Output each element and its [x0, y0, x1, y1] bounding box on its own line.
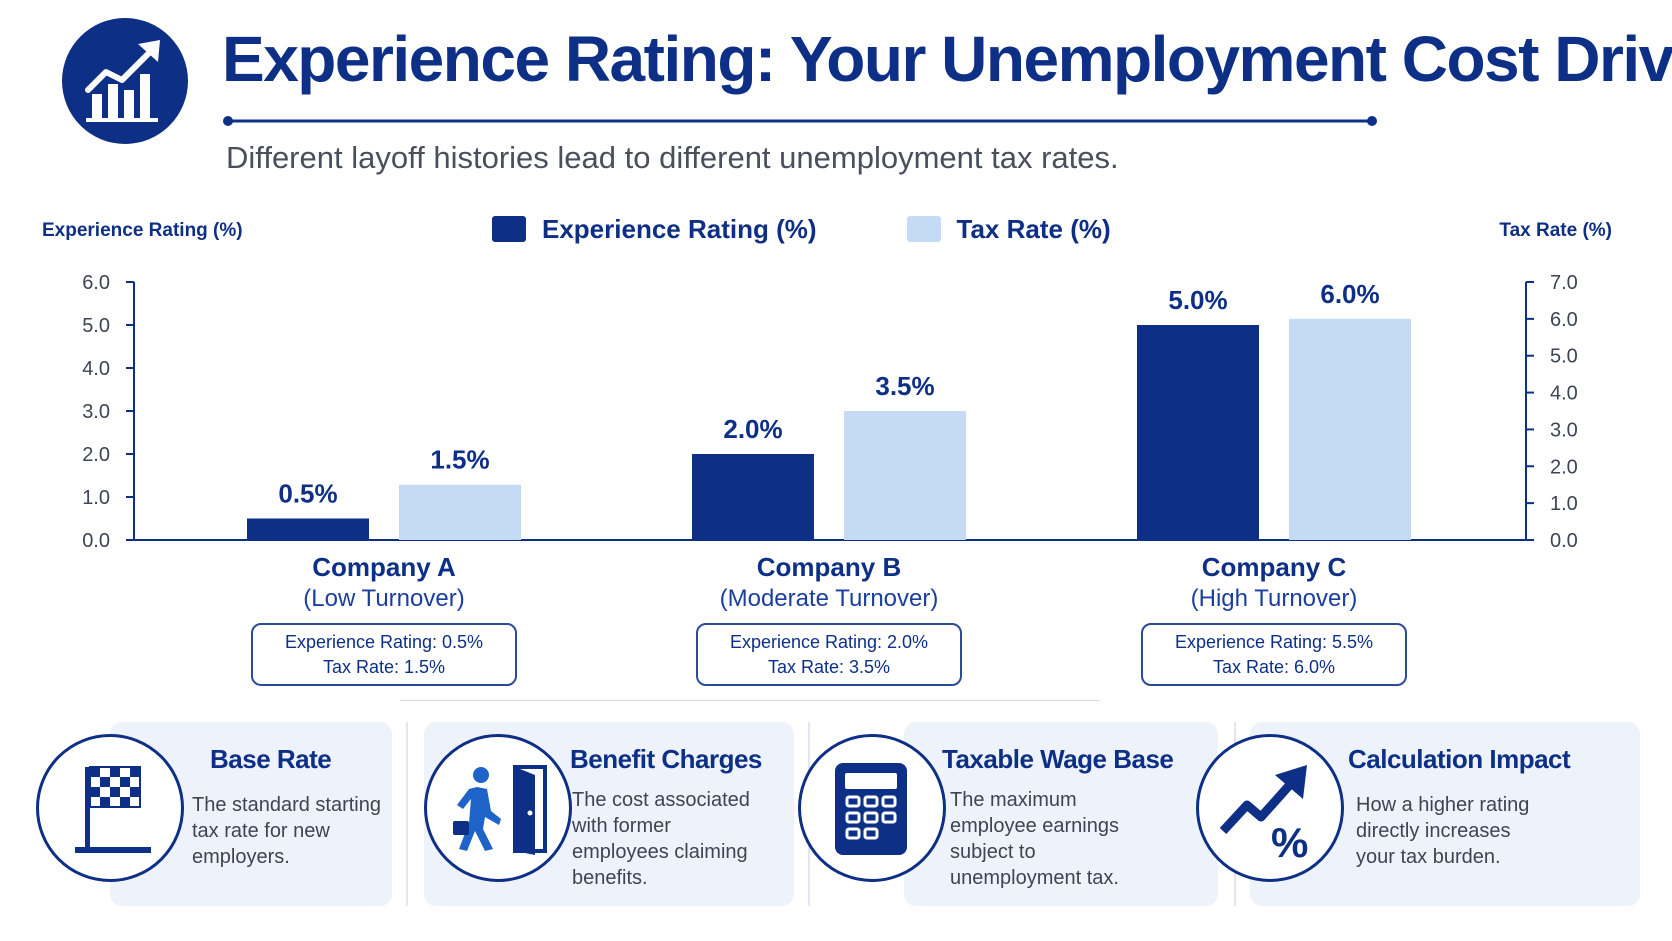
- legend-swatch-tax-rate: [906, 216, 941, 242]
- card-desc-calculation-impact: How a higher rating directly increases y…: [1356, 794, 1530, 868]
- legend-item-tax-rate: Tax Rate (%): [906, 213, 1111, 245]
- card-title-calculation-impact: Calculation Impact: [1348, 744, 1571, 774]
- company-block-a: Company A (Low Turnover) Experience Rati…: [234, 552, 534, 686]
- data-label-experience-rating: 2.0%: [723, 414, 782, 444]
- page-title: Experience Rating: Your Unemployment Cos…: [222, 23, 1672, 95]
- bar-tax-rate: [844, 411, 966, 540]
- y-right-tick-label: 0.0: [1550, 530, 1578, 552]
- data-label-experience-rating: 5.0%: [1168, 285, 1227, 315]
- card-desc-benefit-charges: The cost associated with former employee…: [572, 789, 750, 889]
- company-block-c: Company C (High Turnover) Experience Rat…: [1124, 552, 1424, 686]
- trend-up-percent-icon: %: [1196, 734, 1344, 882]
- y-left-tick-label: 4.0: [82, 358, 110, 380]
- company-turnover: (High Turnover): [1190, 585, 1358, 612]
- company-summary-box: Experience Rating: 5.5% Tax Rate: 6.0%: [1141, 623, 1407, 686]
- legend-label-tax-rate: Tax Rate (%): [956, 213, 1111, 244]
- y-left-tick-label: 5.0: [82, 315, 110, 337]
- company-block-b: Company B (Moderate Turnover) Experience…: [679, 552, 979, 686]
- y-left-tick-label: 0.0: [82, 530, 110, 552]
- bar-tax-rate: [1289, 318, 1411, 540]
- summary-tax-rate: Tax Rate: 6.0%: [1212, 657, 1336, 677]
- page-subtitle: Different layoff histories lead to diffe…: [226, 140, 1119, 175]
- legend-swatch-experience-rating: [492, 216, 526, 242]
- data-label-experience-rating: 0.5%: [278, 479, 337, 509]
- company-name: Company B: [756, 552, 902, 582]
- summary-experience-rating: Experience Rating: 0.5%: [284, 632, 484, 652]
- company-summary-box: Experience Rating: 0.5% Tax Rate: 1.5%: [251, 623, 517, 686]
- y-axis-right-title: Tax Rate (%): [1499, 220, 1612, 241]
- title-underline: [223, 116, 1377, 126]
- card-title-base-rate: Base Rate: [210, 744, 332, 774]
- y-left-tick-label: 1.0: [82, 487, 110, 509]
- growth-chart-icon: [62, 18, 188, 144]
- card-separator: [406, 722, 408, 906]
- y-right-tick-label: 7.0: [1550, 272, 1578, 294]
- y-left-tick-label: 2.0: [82, 444, 110, 466]
- svg-text:%: %: [1271, 819, 1308, 866]
- legend-label-experience-rating: Experience Rating (%): [542, 213, 817, 244]
- checkered-flag-icon: [36, 734, 184, 882]
- card-title-benefit-charges: Benefit Charges: [570, 744, 762, 774]
- y-right-tick-label: 1.0: [1550, 493, 1578, 515]
- summary-tax-rate: Tax Rate: 3.5%: [767, 657, 891, 677]
- y-left-tick-label: 3.0: [82, 401, 110, 423]
- data-label-tax-rate: 6.0%: [1320, 279, 1379, 309]
- person-leaving-door-icon: [424, 734, 572, 882]
- card-desc-taxable-wage-base: The maximum employee earnings subject to…: [950, 789, 1119, 889]
- summary-tax-rate: Tax Rate: 1.5%: [322, 657, 446, 677]
- calculator-icon: [798, 734, 946, 882]
- y-right-tick-label: 5.0: [1550, 346, 1578, 368]
- y-right-tick-label: 6.0: [1550, 309, 1578, 331]
- bar-experience-rating: [692, 454, 814, 540]
- card-desc-base-rate: The standard starting tax rate for new e…: [192, 794, 381, 868]
- y-right-tick-label: 2.0: [1550, 456, 1578, 478]
- bar-experience-rating: [1137, 325, 1259, 540]
- legend-item-experience-rating: Experience Rating (%): [492, 214, 817, 245]
- y-right-tick-label: 3.0: [1550, 419, 1578, 441]
- y-axis-left-title: Experience Rating (%): [42, 220, 243, 241]
- company-name: Company C: [1201, 552, 1347, 582]
- y-right-tick-label: 4.0: [1550, 383, 1578, 405]
- card-taxable-wage-base: [904, 722, 1218, 906]
- bar-tax-rate: [399, 484, 521, 540]
- data-label-tax-rate: 1.5%: [430, 445, 489, 475]
- card-title-taxable-wage-base: Taxable Wage Base: [942, 744, 1174, 774]
- section-divider: [400, 700, 1100, 701]
- data-label-tax-rate: 3.5%: [875, 371, 934, 401]
- summary-experience-rating: Experience Rating: 2.0%: [729, 632, 929, 652]
- bar-chart: 0.0 1.0 2.0 3.0 4.0 5.0 6.0 0.0 1.0 2.0 3.0 4.0 5.0 6…: [82, 272, 1578, 552]
- summary-experience-rating: Experience Rating: 5.5%: [1174, 632, 1374, 652]
- company-summary-box: Experience Rating: 2.0% Tax Rate: 3.5%: [696, 623, 962, 686]
- y-left-tick-label: 6.0: [82, 272, 110, 294]
- bar-experience-rating: [247, 518, 369, 540]
- chart-legend: Experience Rating (%) Tax Rate (%): [492, 212, 1201, 246]
- company-turnover: (Low Turnover): [303, 585, 465, 612]
- company-turnover: (Moderate Turnover): [719, 585, 939, 612]
- company-name: Company A: [312, 552, 456, 582]
